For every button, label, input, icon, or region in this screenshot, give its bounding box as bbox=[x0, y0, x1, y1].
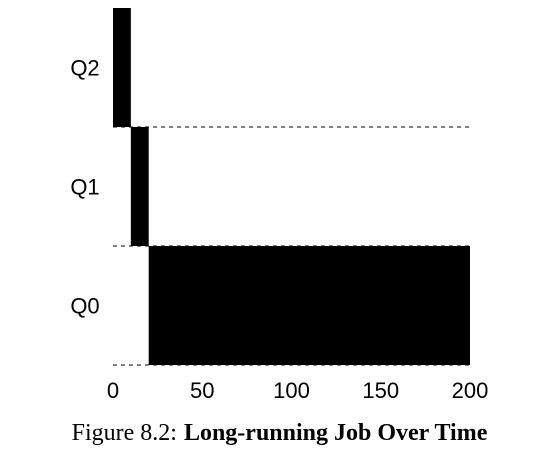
row-label: Q1 bbox=[70, 175, 99, 200]
caption-label: Figure 8.2: bbox=[72, 420, 177, 446]
row-label: Q0 bbox=[70, 294, 99, 319]
row-label: Q2 bbox=[70, 56, 99, 81]
x-tick-label: 50 bbox=[190, 378, 214, 403]
bar bbox=[113, 8, 131, 127]
x-tick-label: 100 bbox=[273, 378, 310, 403]
x-tick-label: 150 bbox=[362, 378, 399, 403]
chart-title: Long-running Job Over Time bbox=[184, 420, 488, 446]
x-tick-label: 0 bbox=[107, 378, 119, 403]
bar bbox=[148, 246, 470, 365]
x-tick-label: 200 bbox=[452, 378, 489, 403]
bar bbox=[130, 127, 149, 246]
